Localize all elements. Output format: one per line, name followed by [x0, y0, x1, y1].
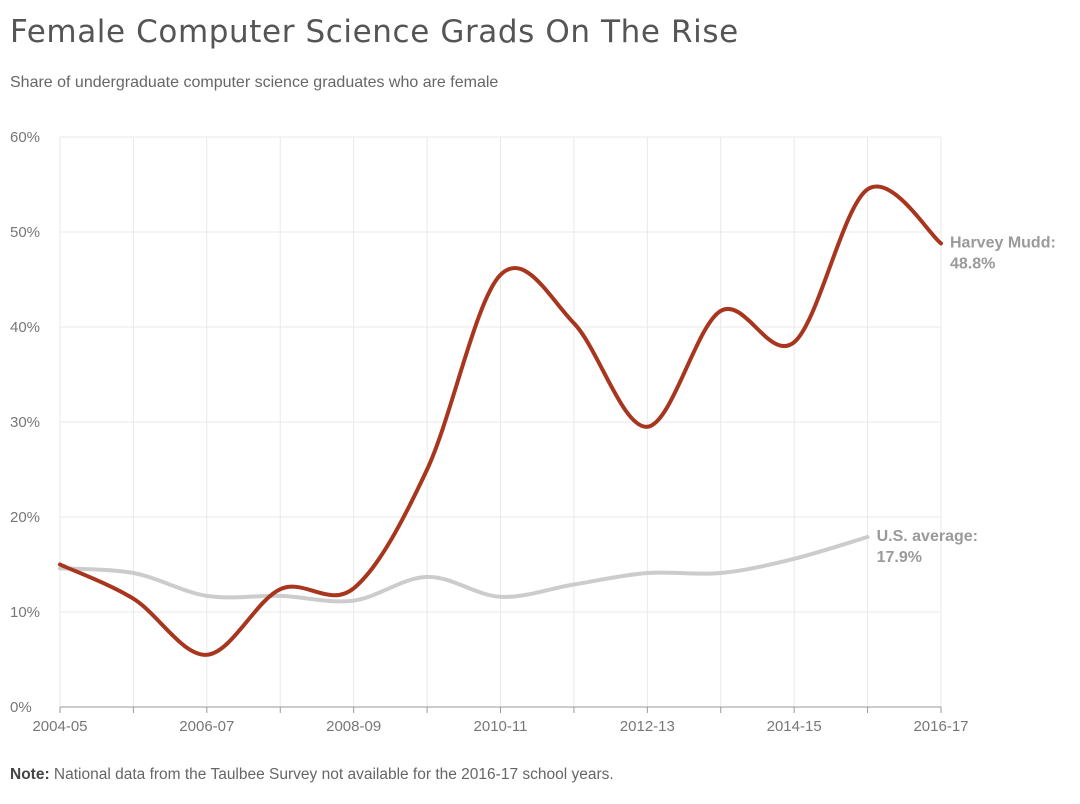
harvey-mudd-label: Harvey Mudd: [950, 234, 1056, 251]
x-tick-label: 2016-17 [913, 718, 968, 735]
note-label: Note: [10, 766, 50, 783]
y-tick-label: 10% [10, 604, 40, 621]
y-tick-label: 0% [10, 699, 32, 716]
y-tick-label: 60% [10, 129, 40, 146]
grid-lines [59, 136, 942, 707]
x-tick-label: 2004-05 [32, 718, 87, 735]
x-tick-label: 2010-11 [474, 718, 528, 735]
y-tick-label: 20% [10, 509, 40, 526]
harvey-mudd-line [58, 184, 943, 657]
x-tick-label: 2012-13 [620, 718, 675, 735]
x-tick-label: 2006-07 [179, 718, 234, 735]
y-tick-label: 50% [10, 224, 40, 241]
us-average-label: U.S. average: [877, 528, 978, 545]
harvey-mudd-value: 48.8% [950, 255, 995, 272]
line-chart: 0% 10% 20% 30% 40% 50% 60% 2004-05 2006-07 2008-0… [10, 129, 1056, 735]
y-tick-label: 30% [10, 414, 40, 431]
x-tick-label: 2008-09 [326, 718, 381, 735]
x-tick-label: 2014-15 [767, 718, 822, 735]
y-tick-label: 40% [10, 319, 40, 336]
us-average-line [58, 535, 870, 604]
axes: 0% 10% 20% 30% 40% 50% 60% 2004-05 2006-07 2008-0… [10, 129, 969, 735]
footnote: Note: National data from the Taulbee Sur… [10, 766, 614, 784]
series-lines [58, 184, 943, 657]
chart-subtitle: Share of undergraduate computer science … [10, 74, 499, 91]
chart-title: Female Computer Science Grads On The Ris… [10, 14, 739, 50]
us-average-value: 17.9% [877, 549, 922, 566]
series-labels: U.S. average: 17.9% Harvey Mudd: 48.8% [877, 234, 1056, 566]
note-text: National data from the Taulbee Survey no… [49, 766, 614, 783]
